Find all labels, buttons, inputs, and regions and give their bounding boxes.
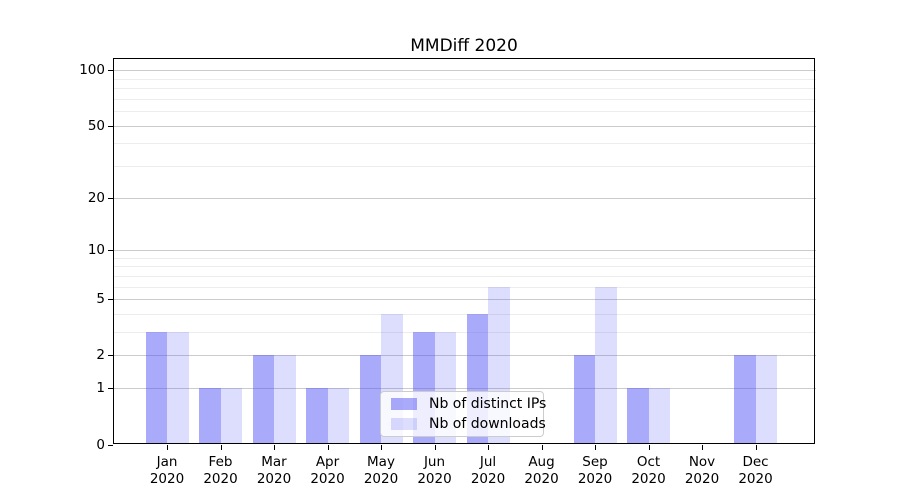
- bar-downloads: [648, 388, 670, 445]
- legend-swatch-downloads: [391, 418, 417, 430]
- y-tick-label: 5: [96, 291, 105, 308]
- x-tick-mark: [167, 444, 168, 450]
- y-tick-label: 1: [96, 380, 105, 397]
- grid-line-major: [113, 355, 816, 357]
- grid-line-minor: [113, 111, 816, 113]
- bar-distinct-ips: [252, 355, 274, 445]
- grid-line-major: [113, 299, 816, 301]
- x-tick-mark: [220, 444, 222, 450]
- grid-line-minor: [113, 166, 816, 168]
- bar-distinct-ips: [145, 332, 167, 445]
- x-tick-label: Jul 2020: [470, 453, 506, 487]
- bar-downloads: [167, 332, 189, 445]
- x-tick-label: Dec 2020: [738, 453, 773, 487]
- y-tick-mark: [108, 444, 113, 446]
- bar-distinct-ips: [627, 388, 649, 445]
- y-tick-mark: [108, 355, 113, 357]
- grid-line-major: [113, 70, 816, 72]
- grid-line-major: [113, 250, 816, 252]
- bar-distinct-ips: [573, 355, 595, 445]
- bar-downloads: [595, 286, 617, 445]
- y-tick-label: 10: [87, 242, 105, 259]
- y-tick-mark: [108, 70, 113, 72]
- y-tick-label: 20: [87, 189, 105, 206]
- grid-line-minor: [113, 332, 816, 334]
- x-tick-mark: [648, 444, 650, 450]
- x-tick-mark: [327, 444, 329, 450]
- y-tick-mark: [108, 125, 113, 127]
- grid-line-minor: [113, 286, 816, 288]
- grid-line-minor: [113, 314, 816, 316]
- y-tick-label: 2: [96, 347, 105, 364]
- grid-line-minor: [113, 78, 816, 80]
- bar-distinct-ips: [359, 355, 381, 445]
- x-tick-label: Jun 2020: [417, 453, 452, 487]
- grid-line-minor: [113, 143, 816, 145]
- x-tick-mark: [274, 444, 275, 450]
- x-tick-mark: [381, 444, 382, 450]
- chart-title: MMDiff 2020: [410, 36, 518, 56]
- x-tick-label: Sep 2020: [577, 453, 613, 487]
- legend-entry-distinct-ips: Nb of distinct IPs: [387, 396, 546, 412]
- y-tick-mark: [108, 388, 113, 390]
- x-tick-mark: [755, 444, 757, 450]
- legend-label-distinct-ips: Nb of distinct IPs: [429, 395, 547, 412]
- x-tick-label: May 2020: [363, 453, 399, 487]
- bar-downloads: [755, 355, 777, 445]
- grid-line-minor: [113, 275, 816, 277]
- y-tick-mark: [108, 250, 113, 252]
- bar-downloads: [274, 355, 296, 445]
- x-tick-label: Mar 2020: [256, 453, 292, 487]
- legend: Nb of distinct IPs Nb of downloads: [380, 391, 546, 437]
- y-tick-label: 50: [87, 117, 105, 134]
- legend-entry-downloads: Nb of downloads: [387, 416, 546, 432]
- bar-downloads: [220, 388, 242, 445]
- y-tick-label: 0: [96, 436, 105, 453]
- x-tick-mark: [595, 444, 596, 450]
- bar-distinct-ips: [734, 355, 756, 445]
- legend-label-downloads: Nb of downloads: [429, 415, 546, 432]
- x-tick-label: Apr 2020: [310, 453, 345, 487]
- grid-line-minor: [113, 257, 816, 259]
- grid-line-minor: [113, 98, 816, 100]
- y-tick-label: 100: [79, 62, 105, 79]
- grid-line-minor: [113, 266, 816, 268]
- grid-line-major: [113, 125, 816, 127]
- x-tick-label: Oct 2020: [631, 453, 666, 487]
- grid-line-major: [113, 197, 816, 199]
- grid-line-minor: [113, 88, 816, 90]
- x-tick-label: Nov 2020: [684, 453, 720, 487]
- x-tick-label: Aug 2020: [524, 453, 559, 487]
- grid-line-major: [113, 388, 816, 390]
- x-tick-mark: [541, 444, 543, 450]
- bar-distinct-ips: [306, 388, 328, 445]
- bar-distinct-ips: [199, 388, 221, 445]
- legend-swatch-distinct-ips: [391, 398, 417, 410]
- bar-downloads: [327, 388, 349, 445]
- x-tick-mark: [702, 444, 703, 450]
- y-tick-mark: [108, 299, 113, 301]
- x-tick-label: Feb 2020: [203, 453, 238, 487]
- x-tick-mark: [488, 444, 489, 450]
- x-tick-mark: [434, 444, 436, 450]
- y-tick-mark: [108, 197, 113, 199]
- x-tick-label: Jan 2020: [149, 453, 185, 487]
